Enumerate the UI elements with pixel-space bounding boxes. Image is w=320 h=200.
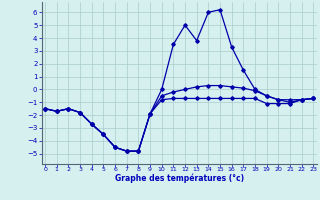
X-axis label: Graphe des températures (°c): Graphe des températures (°c) xyxy=(115,174,244,183)
